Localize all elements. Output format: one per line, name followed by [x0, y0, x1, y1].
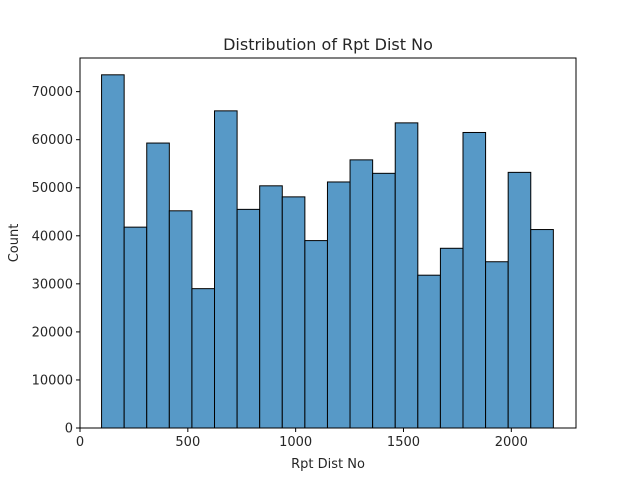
histogram-bar — [439, 247, 464, 429]
histogram-bar — [214, 110, 238, 429]
y-tick-label: 30000 — [32, 277, 73, 292]
x-tick-label: 1500 — [387, 435, 420, 450]
histogram-bar — [530, 229, 554, 429]
histogram-bar — [146, 142, 170, 429]
histogram-bar — [191, 288, 216, 429]
chart-title: Distribution of Rpt Dist No — [223, 35, 433, 54]
x-axis-ticks: 0 500 1000 1500 2000 — [76, 428, 528, 450]
bars-group — [101, 74, 554, 429]
histogram-bar — [236, 208, 261, 429]
y-tick-label: 40000 — [32, 229, 73, 244]
histogram-bar — [485, 261, 509, 429]
histogram-bar — [168, 210, 193, 429]
y-tick-label: 0 — [65, 422, 73, 437]
histogram-bar — [281, 196, 306, 429]
y-axis-label: Count — [7, 224, 22, 263]
x-axis-label: Rpt Dist No — [291, 457, 365, 472]
x-tick-label: 2000 — [495, 435, 528, 450]
histogram-bar — [462, 131, 487, 429]
y-tick-label: 20000 — [32, 325, 73, 340]
x-tick-label: 1000 — [279, 435, 312, 450]
histogram-bar — [326, 181, 351, 429]
y-tick-label: 50000 — [32, 181, 73, 196]
histogram-bar — [417, 274, 441, 429]
histogram-bar — [394, 122, 419, 429]
histogram-bar — [349, 159, 374, 429]
histogram-bar — [123, 226, 148, 429]
plot-frame — [79, 57, 577, 429]
y-tick-label: 60000 — [32, 133, 73, 148]
x-tick-label: 500 — [175, 435, 200, 450]
y-tick-label: 70000 — [32, 85, 73, 100]
histogram-bar — [372, 172, 396, 429]
y-tick-label: 10000 — [32, 373, 73, 388]
y-axis-ticks: 0 10000 20000 30000 40000 50000 60000 70000 — [32, 85, 80, 437]
histogram-bar — [304, 240, 328, 429]
x-tick-label: 0 — [76, 435, 84, 450]
histogram-bar — [101, 74, 125, 429]
histogram-bar — [259, 185, 283, 429]
histogram-bar — [507, 171, 532, 429]
